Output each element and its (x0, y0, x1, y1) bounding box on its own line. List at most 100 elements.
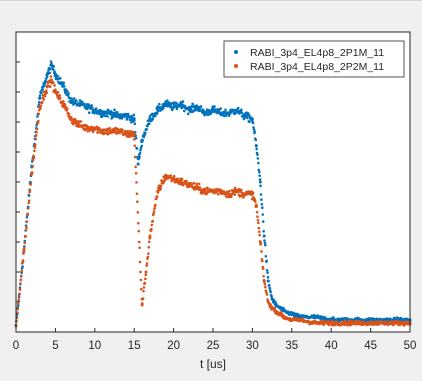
data-point (264, 290, 268, 293)
data-point (42, 98, 45, 101)
data-point (279, 311, 283, 314)
data-point (229, 195, 233, 199)
data-point (228, 189, 231, 193)
data-point (154, 197, 158, 200)
data-point (246, 112, 250, 115)
data-point (65, 89, 69, 93)
data-point (197, 109, 201, 113)
data-point (140, 144, 144, 148)
data-point (75, 99, 78, 103)
data-point (159, 187, 162, 191)
data-point (246, 116, 249, 120)
data-point (269, 303, 272, 306)
data-point (195, 182, 198, 186)
data-point (132, 116, 135, 120)
data-point (31, 164, 34, 168)
x-tick-label: 50 (404, 340, 417, 352)
data-point (233, 193, 236, 196)
data-point (173, 180, 177, 184)
data-point (198, 186, 202, 189)
data-point (139, 270, 142, 274)
data-point (136, 200, 139, 204)
data-point (403, 324, 406, 327)
data-point (251, 191, 255, 194)
data-point (138, 260, 142, 264)
data-point (136, 163, 140, 166)
data-point (261, 267, 265, 270)
data-point (26, 212, 30, 216)
data-point (186, 182, 190, 185)
data-point (175, 101, 178, 105)
data-point (54, 88, 57, 91)
data-point (45, 75, 49, 78)
data-point (49, 60, 53, 63)
data-point (361, 323, 364, 327)
data-point (133, 122, 137, 126)
data-point (260, 250, 263, 253)
data-point (65, 107, 69, 111)
data-point (258, 233, 261, 237)
data-point (34, 137, 38, 141)
data-point (166, 104, 169, 108)
data-point (191, 102, 194, 106)
data-point (62, 85, 66, 88)
data-point (58, 76, 62, 80)
data-point (257, 168, 261, 172)
x-tick-label: 40 (325, 340, 338, 352)
data-point (144, 273, 148, 277)
data-point (43, 84, 46, 88)
data-point (49, 75, 53, 78)
data-point (45, 91, 48, 95)
data-point (268, 283, 271, 287)
data-point (19, 278, 23, 282)
data-point (24, 224, 28, 227)
data-point (73, 101, 77, 105)
data-point (265, 259, 268, 263)
data-point (104, 114, 107, 118)
data-point (151, 219, 155, 223)
plot-background (16, 32, 410, 332)
data-point (43, 94, 47, 98)
x-tick-label: 15 (128, 340, 141, 352)
data-point (255, 210, 259, 214)
plot-area (14, 31, 412, 333)
data-point (37, 101, 41, 104)
data-point (39, 104, 43, 107)
data-point (138, 151, 142, 155)
data-point (197, 182, 201, 186)
data-point (266, 271, 269, 274)
data-point (113, 108, 116, 112)
data-point (190, 108, 193, 111)
data-point (261, 206, 264, 210)
data-point (236, 190, 240, 194)
data-point (260, 202, 264, 206)
data-point (132, 132, 135, 136)
data-point (154, 203, 157, 207)
data-point (135, 192, 139, 196)
data-point (32, 156, 36, 159)
data-point (256, 215, 259, 218)
data-point (58, 96, 62, 100)
data-point (181, 100, 185, 103)
data-point (40, 91, 43, 95)
data-point (286, 310, 290, 313)
data-point (33, 143, 37, 147)
data-point (257, 221, 260, 225)
data-point (161, 181, 165, 185)
data-point (146, 255, 150, 259)
data-point (251, 121, 255, 125)
data-point (146, 124, 149, 128)
data-point (132, 113, 136, 117)
data-point (21, 261, 24, 264)
data-point (155, 195, 159, 198)
data-point (17, 298, 20, 302)
data-point (120, 117, 124, 120)
data-point (134, 165, 137, 169)
data-point (121, 128, 124, 132)
x-axis-ticks (15, 328, 411, 332)
data-point (33, 149, 36, 153)
data-point (171, 108, 174, 111)
data-point (273, 306, 277, 310)
data-point (259, 193, 263, 196)
